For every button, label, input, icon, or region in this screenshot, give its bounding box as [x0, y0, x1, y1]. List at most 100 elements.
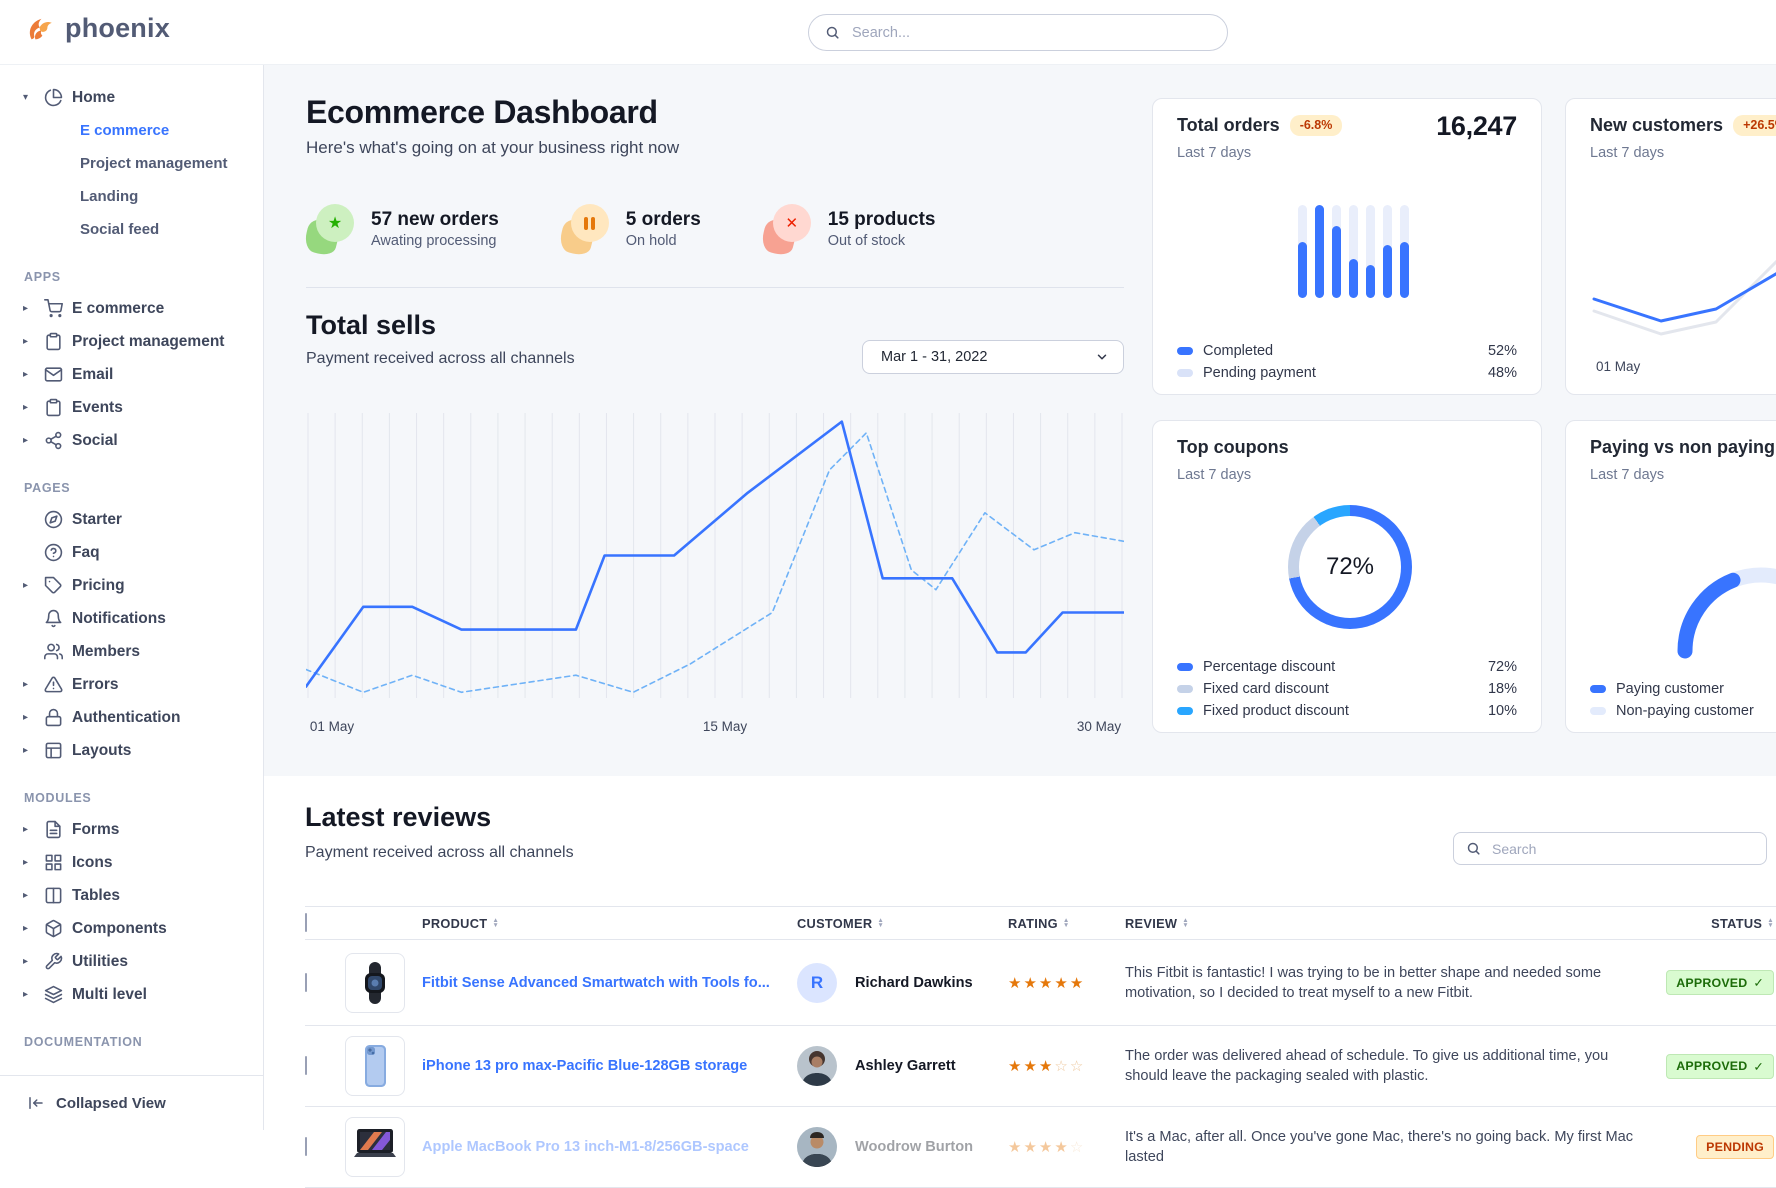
reviews-table: PRODUCT ▲ ▼ CUSTOMER ▲ ▼ RATING ▲ ▼ REVIEW ▲ ▼ STATU… [305, 906, 1776, 1188]
row-checkbox[interactable] [305, 972, 307, 992]
select-all-checkbox[interactable] [305, 913, 307, 932]
caret-right-icon[interactable]: ▸ [23, 580, 29, 591]
sidebar-subitem-landing[interactable]: Landing [80, 188, 139, 205]
product-link[interactable]: Apple MacBook Pro 13 inch-M1-8/256GB-spa… [422, 1139, 749, 1155]
order-bar [1332, 205, 1341, 298]
sort-icon[interactable]: ▲ ▼ [1062, 917, 1070, 929]
sidebar-item-tables[interactable]: ▸ Tables [0, 879, 263, 912]
sidebar-item-utilities[interactable]: ▸ Utilities [0, 945, 263, 978]
sort-icon[interactable]: ▲ ▼ [1767, 917, 1774, 929]
new-customers-x-label: 01 May [1596, 359, 1641, 374]
column-header-rating[interactable]: RATING ▲ ▼ [1008, 915, 1070, 931]
sidebar-item-authentication[interactable]: ▸ Authentication [0, 701, 263, 734]
customer-name: Woodrow Burton [855, 1139, 974, 1155]
layout-icon [44, 741, 63, 760]
brand-logo[interactable]: phoenix [26, 13, 170, 44]
sidebar-item-icons[interactable]: ▸ Icons [0, 846, 263, 879]
legend-swatch [1177, 685, 1193, 693]
sidebar-section-label: MODULES [24, 791, 92, 805]
caret-right-icon[interactable]: ▸ [23, 745, 29, 756]
sidebar-item-project-management[interactable]: ▸ Project management [0, 325, 263, 358]
column-header-review[interactable]: REVIEW ▲ ▼ [1125, 915, 1190, 931]
caret-down-icon[interactable]: ▾ [23, 92, 29, 103]
caret-right-icon[interactable]: ▸ [23, 336, 29, 347]
sidebar-item-errors[interactable]: ▸ Errors [0, 668, 263, 701]
sidebar-item-members[interactable]: ▸Members [0, 635, 263, 668]
date-range-select[interactable]: Mar 1 - 31, 2022 [862, 340, 1124, 374]
clipboard-icon [44, 398, 63, 417]
collapsed-view-toggle[interactable]: Collapsed View [0, 1075, 263, 1130]
sidebar-item-events[interactable]: ▸ Events [0, 391, 263, 424]
sidebar-item-starter[interactable]: ▸Starter [0, 503, 263, 536]
caret-right-icon[interactable]: ▸ [23, 956, 29, 967]
caret-right-icon[interactable]: ▸ [23, 303, 29, 314]
sidebar-item-social[interactable]: ▸ Social [0, 424, 263, 457]
sidebar-item-pricing[interactable]: ▸ Pricing [0, 569, 263, 602]
latest-reviews-section: Latest reviews Payment received across a… [264, 776, 1776, 1188]
legend-row: Fixed card discount 18% [1177, 678, 1517, 700]
sidebar-item-e-commerce[interactable]: ▸ E commerce [0, 292, 263, 325]
legend-row: Paying customer [1590, 678, 1776, 700]
reviews-search-input[interactable] [1490, 839, 1754, 858]
sidebar-section-label: APPS [24, 270, 61, 284]
sidebar-item-home[interactable]: ▾ Home [0, 81, 263, 114]
sidebar-subitem-project-management[interactable]: Project management [80, 155, 228, 172]
sidebar-item-email[interactable]: ▸ Email [0, 358, 263, 391]
caret-right-icon[interactable]: ▸ [23, 824, 29, 835]
product-image[interactable] [345, 952, 405, 1013]
caret-right-icon[interactable]: ▸ [23, 890, 29, 901]
stat-value: 5 orders [625, 209, 701, 230]
caret-right-icon[interactable]: ▸ [23, 857, 29, 868]
stat-value: 57 new orders [371, 209, 499, 230]
stat-icon: ✕ [759, 204, 811, 258]
sidebar-item-label: Social [72, 431, 118, 449]
legend-row: Completed 52% [1177, 340, 1517, 362]
chevron-down-icon [1097, 354, 1107, 360]
caret-right-icon[interactable]: ▸ [23, 712, 29, 723]
column-header-product[interactable]: PRODUCT ▲ ▼ [422, 915, 500, 931]
sidebar-item-layouts[interactable]: ▸ Layouts [0, 734, 263, 767]
product-link[interactable]: Fitbit Sense Advanced Smartwatch with To… [422, 974, 770, 991]
stat-on-hold: 5 orders On hold [557, 204, 701, 258]
users-icon [44, 642, 63, 661]
sidebar-item-forms[interactable]: ▸ Forms [0, 813, 263, 846]
product-image[interactable] [345, 1036, 405, 1096]
legend-label: Paying customer [1616, 681, 1724, 697]
column-header-customer[interactable]: CUSTOMER ▲ ▼ [797, 915, 885, 931]
kpi-cards: Total orders -6.8% Last 7 days 16,247 Co… [1152, 98, 1776, 733]
star-icon: ★ [327, 215, 343, 232]
sidebar-item-label: Notifications [72, 609, 166, 627]
file-text-icon [44, 820, 63, 839]
caret-right-icon[interactable]: ▸ [23, 369, 29, 380]
row-checkbox[interactable] [305, 1137, 307, 1156]
sidebar-subitem-e-commerce[interactable]: E commerce [80, 122, 170, 139]
legend-swatch [1177, 369, 1193, 377]
sidebar-item-components[interactable]: ▸ Components [0, 912, 263, 945]
global-search[interactable] [808, 14, 1228, 51]
sort-icon[interactable]: ▲ ▼ [877, 917, 885, 929]
caret-right-icon[interactable]: ▸ [23, 923, 29, 934]
sidebar-item-multi-level[interactable]: ▸ Multi level [0, 978, 263, 1011]
caret-right-icon[interactable]: ▸ [23, 435, 29, 446]
paying-gauge-chart [1566, 421, 1776, 739]
sort-icon[interactable]: ▲ ▼ [1182, 917, 1190, 929]
total-orders-value: 16,247 [1436, 111, 1517, 141]
sidebar-item-faq[interactable]: ▸Faq [0, 536, 263, 569]
sidebar-item-notifications[interactable]: ▸Notifications [0, 602, 263, 635]
caret-right-icon[interactable]: ▸ [23, 679, 29, 690]
column-header-status[interactable]: STATUS ▲ ▼ [1711, 915, 1774, 931]
paying-period: Last 7 days [1590, 467, 1665, 483]
caret-right-icon[interactable]: ▸ [23, 989, 29, 1000]
reviews-search[interactable] [1453, 832, 1767, 865]
sidebar-subitem-social-feed[interactable]: Social feed [80, 221, 160, 238]
sort-icon[interactable]: ▲ ▼ [492, 917, 500, 929]
review-text: The order was delivered ahead of schedul… [1125, 1048, 1609, 1084]
caret-right-icon[interactable]: ▸ [23, 402, 29, 413]
product-link[interactable]: iPhone 13 pro max-Pacific Blue-128GB sto… [422, 1058, 748, 1074]
mail-icon [44, 365, 63, 384]
legend-label: Pending payment [1203, 365, 1316, 381]
global-search-input[interactable] [850, 23, 1211, 42]
product-image[interactable] [345, 1117, 405, 1177]
row-checkbox[interactable] [305, 1056, 307, 1075]
new-customers-card: New customers +26.5% Last 7 days 01 May [1565, 98, 1776, 395]
